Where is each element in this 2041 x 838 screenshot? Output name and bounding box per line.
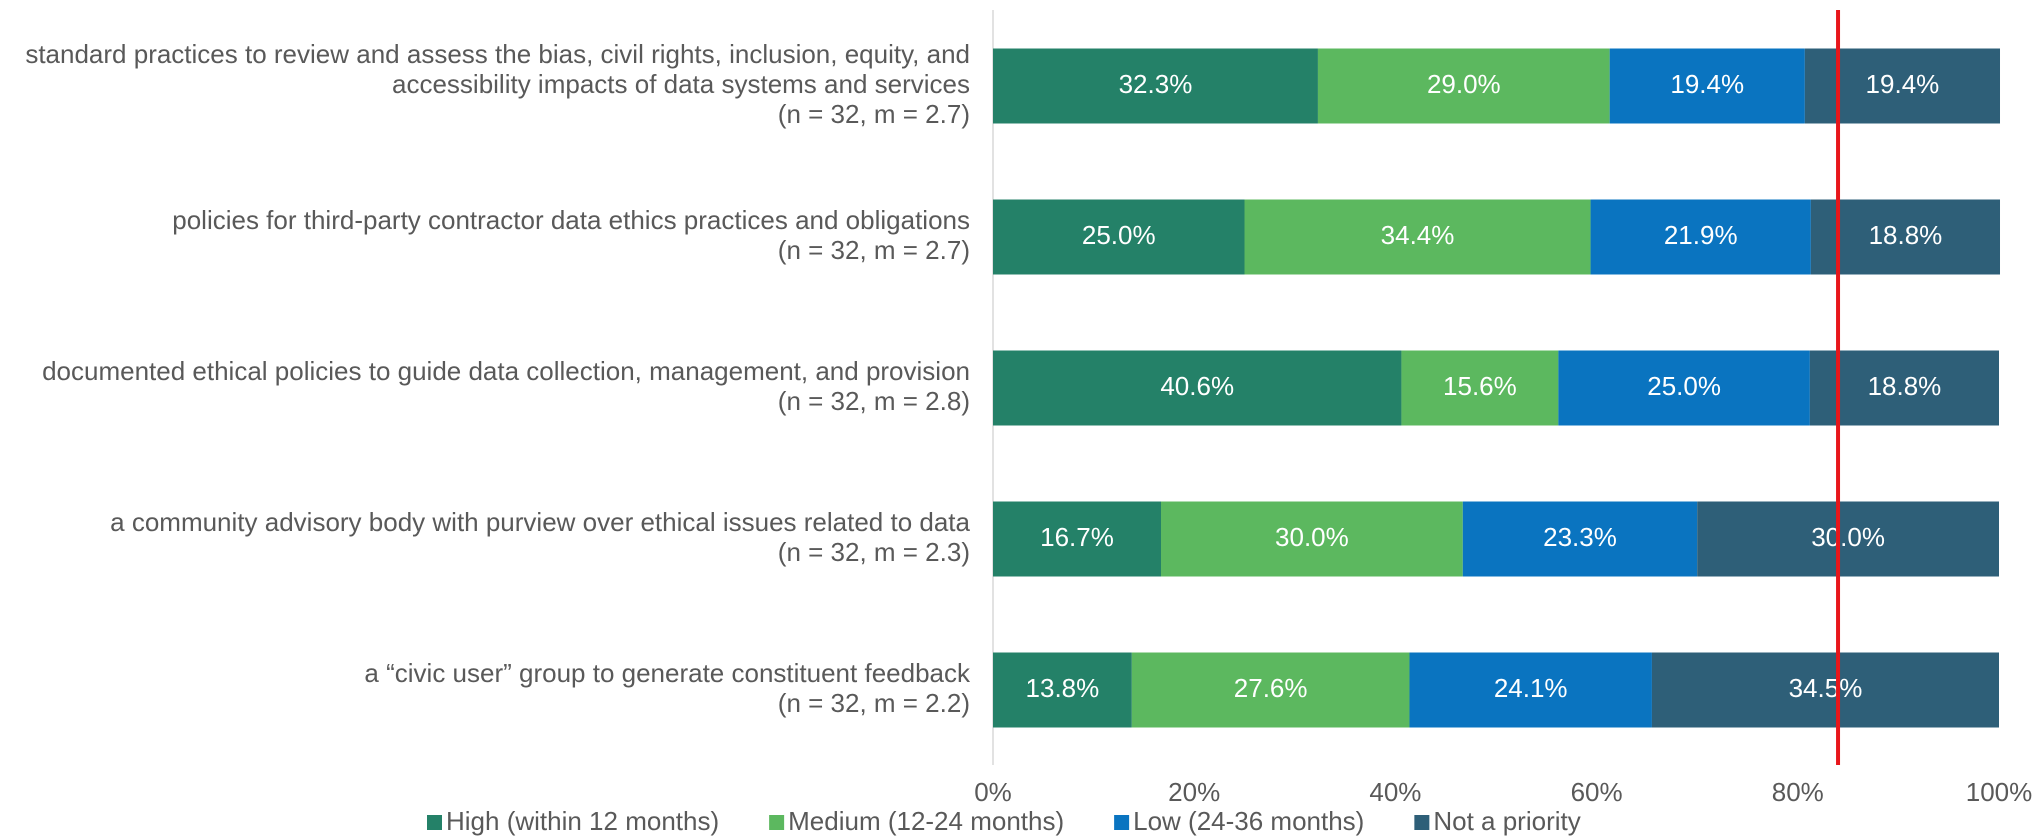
legend-swatch <box>769 815 785 830</box>
bar-segment <box>1609 48 1805 124</box>
value-label: 16.7% <box>1040 522 1114 552</box>
bar-segment <box>993 501 1162 577</box>
x-tick-label: 60% <box>1571 777 1623 807</box>
category-label: documented ethical policies to guide dat… <box>42 356 970 386</box>
category-label: a “civic user” group to generate constit… <box>364 658 971 688</box>
value-label: 18.8% <box>1868 371 1942 401</box>
value-label: 19.4% <box>1866 69 1940 99</box>
value-label: 30.0% <box>1811 522 1885 552</box>
x-tick-label: 0% <box>974 777 1012 807</box>
bar-segment <box>1697 501 1999 577</box>
value-label: 13.8% <box>1026 673 1100 703</box>
bar-segment <box>993 350 1402 426</box>
category-label: policies for third-party contractor data… <box>172 205 970 235</box>
value-label: 25.0% <box>1647 371 1721 401</box>
value-label: 29.0% <box>1427 69 1501 99</box>
bar-segment <box>1810 199 2001 275</box>
category-label: standard practices to review and assess … <box>25 39 970 69</box>
bar-segment <box>1401 350 1559 426</box>
value-label: 34.4% <box>1381 220 1455 250</box>
bar-segment <box>1131 652 1410 728</box>
bar-segment <box>993 199 1245 275</box>
category-label: accessibility impacts of data systems an… <box>392 69 970 99</box>
legend-swatch <box>427 815 442 830</box>
value-label: 15.6% <box>1443 371 1517 401</box>
category-label: (n = 32, m = 2.7) <box>778 99 970 129</box>
x-tick-label: 100% <box>1966 777 2033 807</box>
value-label: 18.8% <box>1869 220 1943 250</box>
bar-segment <box>993 652 1132 728</box>
value-label: 30.0% <box>1275 522 1349 552</box>
category-label: (n = 32, m = 2.2) <box>778 688 970 718</box>
bar-segment <box>1161 501 1463 577</box>
legend-swatch <box>1414 815 1430 830</box>
bar-segment <box>1244 199 1591 275</box>
legend-label: Not a priority <box>1433 806 1580 836</box>
x-tick-label: 80% <box>1772 777 1824 807</box>
legend-label: Low (24-36 months) <box>1133 806 1364 836</box>
bar-segment <box>1317 48 1610 124</box>
bar-segment <box>1462 501 1698 577</box>
bar-segment <box>1809 350 1999 426</box>
bar-segment <box>1590 199 1811 275</box>
bar-segment <box>993 48 1318 124</box>
value-label: 34.5% <box>1789 673 1863 703</box>
category-label: a community advisory body with purview o… <box>110 507 970 537</box>
legend-label: Medium (12-24 months) <box>788 806 1064 836</box>
category-label: (n = 32, m = 2.3) <box>778 537 970 567</box>
value-label: 32.3% <box>1119 69 1193 99</box>
value-label: 23.3% <box>1543 522 1617 552</box>
legend-swatch <box>1114 815 1130 830</box>
value-label: 19.4% <box>1670 69 1744 99</box>
category-label: (n = 32, m = 2.7) <box>778 235 970 265</box>
legend-label: High (within 12 months) <box>446 806 719 836</box>
value-label: 21.9% <box>1664 220 1738 250</box>
bar-segment <box>1558 350 1810 426</box>
x-tick-label: 40% <box>1369 777 1421 807</box>
category-label: (n = 32, m = 2.8) <box>778 386 970 416</box>
x-tick-label: 20% <box>1168 777 1220 807</box>
bar-segment <box>1409 652 1652 728</box>
value-label: 24.1% <box>1494 673 1568 703</box>
value-label: 27.6% <box>1234 673 1308 703</box>
value-label: 25.0% <box>1082 220 1156 250</box>
value-label: 40.6% <box>1160 371 1234 401</box>
bar-segment <box>1651 652 1999 728</box>
